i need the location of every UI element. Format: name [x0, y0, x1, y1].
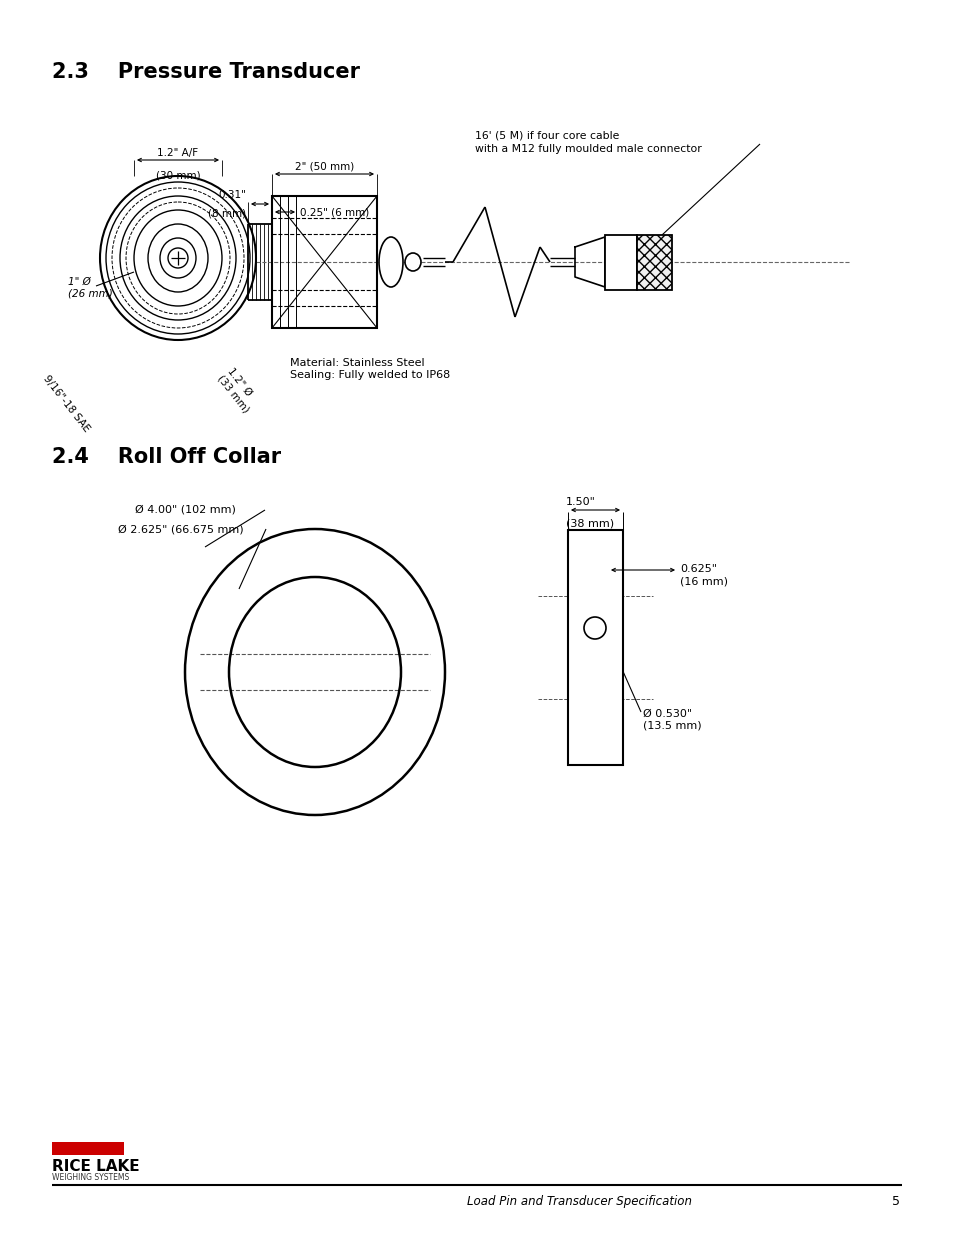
Text: Ø 0.530"
(13.5 mm): Ø 0.530" (13.5 mm): [642, 709, 700, 731]
Text: 0.625": 0.625": [679, 564, 717, 574]
Bar: [637, 235, 671, 290]
Text: 9/16"-18 SAE: 9/16"-18 SAE: [41, 373, 91, 433]
Bar: [52, 1142, 124, 1155]
Text: 5: 5: [891, 1195, 899, 1208]
Text: 16' (5 M) if four core cable: 16' (5 M) if four core cable: [475, 130, 618, 140]
Text: (16 mm): (16 mm): [679, 577, 727, 587]
Ellipse shape: [378, 237, 402, 287]
Text: 0.25" (6 mm): 0.25" (6 mm): [299, 207, 369, 217]
Text: (30 mm): (30 mm): [155, 170, 200, 180]
Bar: [604, 235, 637, 290]
Text: WEIGHING SYSTEMS: WEIGHING SYSTEMS: [52, 1173, 129, 1182]
Text: 0.31": 0.31": [218, 190, 246, 200]
Text: (38 mm): (38 mm): [565, 517, 614, 529]
Text: RICE LAKE: RICE LAKE: [52, 1158, 139, 1174]
Text: 1.2" Ø
(33 mm): 1.2" Ø (33 mm): [215, 366, 260, 415]
Bar: [567, 530, 622, 764]
Ellipse shape: [405, 253, 420, 270]
Text: 2.4    Roll Off Collar: 2.4 Roll Off Collar: [52, 447, 281, 467]
Text: 1.2" A/F: 1.2" A/F: [157, 148, 198, 158]
Text: 2" (50 mm): 2" (50 mm): [294, 161, 354, 170]
Text: Ø 2.625" (66.675 mm): Ø 2.625" (66.675 mm): [118, 524, 243, 534]
Text: Load Pin and Transducer Specification: Load Pin and Transducer Specification: [467, 1195, 692, 1208]
Text: with a M12 fully moulded male connector: with a M12 fully moulded male connector: [475, 144, 701, 154]
Bar: [272, 196, 376, 329]
Circle shape: [583, 618, 605, 638]
Text: Material: Stainless Steel
Sealing: Fully welded to IP68: Material: Stainless Steel Sealing: Fully…: [290, 358, 450, 379]
Text: 2.3    Pressure Transducer: 2.3 Pressure Transducer: [52, 62, 359, 82]
Text: 1.50": 1.50": [565, 496, 596, 508]
Text: 1" Ø
(26 mm): 1" Ø (26 mm): [68, 277, 112, 299]
Text: (8 mm): (8 mm): [208, 207, 246, 219]
Text: Ø 4.00" (102 mm): Ø 4.00" (102 mm): [135, 505, 235, 515]
